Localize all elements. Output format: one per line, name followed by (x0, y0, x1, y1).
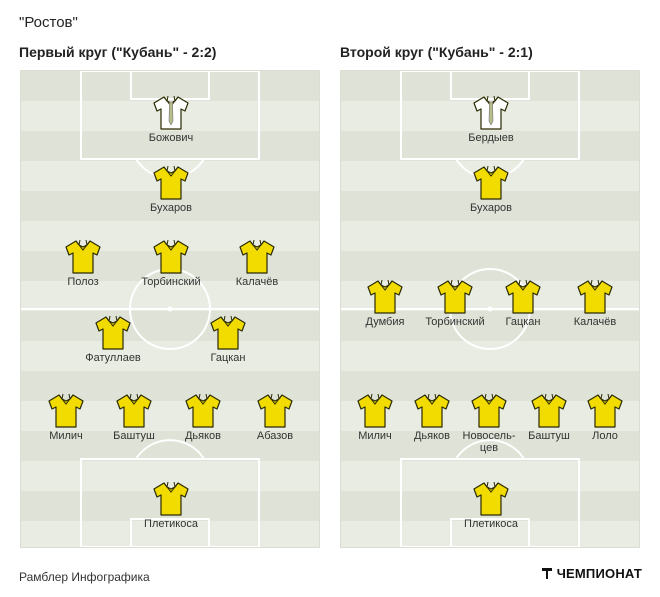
pitch-markings (21, 71, 319, 547)
player-name: Полоз (67, 276, 99, 288)
player-marker: Думбия (341, 279, 430, 328)
player-marker: Гацкан (478, 279, 568, 328)
player-marker: Лоло (560, 393, 639, 442)
player-name: Думбия (365, 316, 405, 328)
player-marker: Полоз (38, 239, 128, 288)
jersey-icon (505, 279, 541, 314)
penalty-area-bottom (80, 458, 260, 547)
jersey-icon (414, 393, 450, 428)
player-marker: Гацкан (183, 315, 273, 364)
player-name: Калачёв (235, 276, 279, 288)
jersey-icon (587, 393, 623, 428)
jersey-icon (471, 393, 507, 428)
team-title: "Ростов" (19, 14, 78, 31)
player-name: Бухаров (149, 202, 193, 214)
player-marker: Плетикоса (126, 481, 216, 530)
penalty-area-top (80, 71, 260, 160)
pitch-second: Бердыев Бухаров Думбия Торбинский Гацкан Кала… (340, 70, 640, 548)
player-marker: Торбинский (410, 279, 500, 328)
pitch-first: Божович Бухаров Полоз Торбинский Калачёв Фату… (20, 70, 320, 548)
player-marker: Новосель-цев (444, 393, 534, 454)
player-name: Новосель-цев (462, 430, 516, 454)
jersey-icon (473, 165, 509, 200)
player-marker: Баштуш (504, 393, 594, 442)
player-name: Баштуш (528, 430, 570, 442)
player-marker: Дьяков (387, 393, 477, 442)
center-spot (487, 306, 493, 312)
half-title-second: Второй круг ("Кубань" - 2:1) (340, 44, 533, 60)
player-name: Торбинский (425, 316, 485, 328)
player-name: Гацкан (505, 316, 541, 328)
jersey-icon (48, 393, 84, 428)
footer-brand: ЧЕМПИОНАТ (541, 566, 642, 581)
jersey-icon (65, 239, 101, 274)
jersey-icon (239, 239, 275, 274)
player-marker: Бухаров (446, 165, 536, 214)
player-name: Абазов (256, 430, 294, 442)
penalty-area-top (400, 71, 580, 160)
player-marker: Калачёв (550, 279, 639, 328)
player-name: Дьяков (184, 430, 222, 442)
penalty-area-bottom (400, 458, 580, 547)
brand-name: ЧЕМПИОНАТ (556, 566, 642, 581)
jersey-icon (153, 239, 189, 274)
center-spot (167, 306, 173, 312)
jersey-icon (116, 393, 152, 428)
player-name: Бухаров (469, 202, 513, 214)
player-name: Бердыев (468, 132, 514, 144)
player-marker: Фатуллаев (68, 315, 158, 364)
player-name: Милич (49, 430, 83, 442)
player-name: Торбинский (141, 276, 201, 288)
player-name: Милич (358, 430, 392, 442)
player-marker: Бухаров (126, 165, 216, 214)
player-marker: Милич (341, 393, 420, 442)
penalty-arc-bottom (455, 439, 525, 460)
jersey-icon (153, 165, 189, 200)
player-name: Плетикоса (144, 518, 198, 530)
jersey-icon (153, 481, 189, 516)
jersey-icon (577, 279, 613, 314)
penalty-arc-bottom (135, 439, 205, 460)
player-marker: Баштуш (89, 393, 179, 442)
jersey-icon (367, 279, 403, 314)
jersey-icon (531, 393, 567, 428)
coach-shirt-icon (153, 95, 189, 130)
jersey-icon (257, 393, 293, 428)
jersey-icon (210, 315, 246, 350)
player-marker: Калачёв (212, 239, 302, 288)
player-name: Лоло (592, 430, 618, 442)
player-name: Баштуш (113, 430, 155, 442)
player-name: Гацкан (210, 352, 246, 364)
player-marker: Милич (21, 393, 111, 442)
player-marker: Бердыев (446, 95, 536, 144)
goal-area-bottom (130, 518, 210, 547)
jersey-icon (357, 393, 393, 428)
jersey-icon (185, 393, 221, 428)
goal-area-top (450, 71, 530, 100)
player-marker: Божович (126, 95, 216, 144)
player-name: Фатуллаев (85, 352, 141, 364)
player-name: Плетикоса (464, 518, 518, 530)
jersey-icon (473, 481, 509, 516)
goal-area-bottom (450, 518, 530, 547)
player-name: Божович (148, 132, 194, 144)
coach-shirt-icon (473, 95, 509, 130)
jersey-icon (95, 315, 131, 350)
jersey-icon (437, 279, 473, 314)
player-name: Калачёв (573, 316, 617, 328)
goal-area-top (130, 71, 210, 100)
half-title-first: Первый круг ("Кубань" - 2:2) (19, 44, 217, 60)
player-name: Дьяков (413, 430, 451, 442)
player-marker: Плетикоса (446, 481, 536, 530)
footer-credit: Рамблер Инфографика (19, 570, 150, 584)
player-marker: Дьяков (158, 393, 248, 442)
brand-logo-icon (541, 568, 552, 579)
player-marker: Абазов (230, 393, 319, 442)
player-marker: Торбинский (126, 239, 216, 288)
